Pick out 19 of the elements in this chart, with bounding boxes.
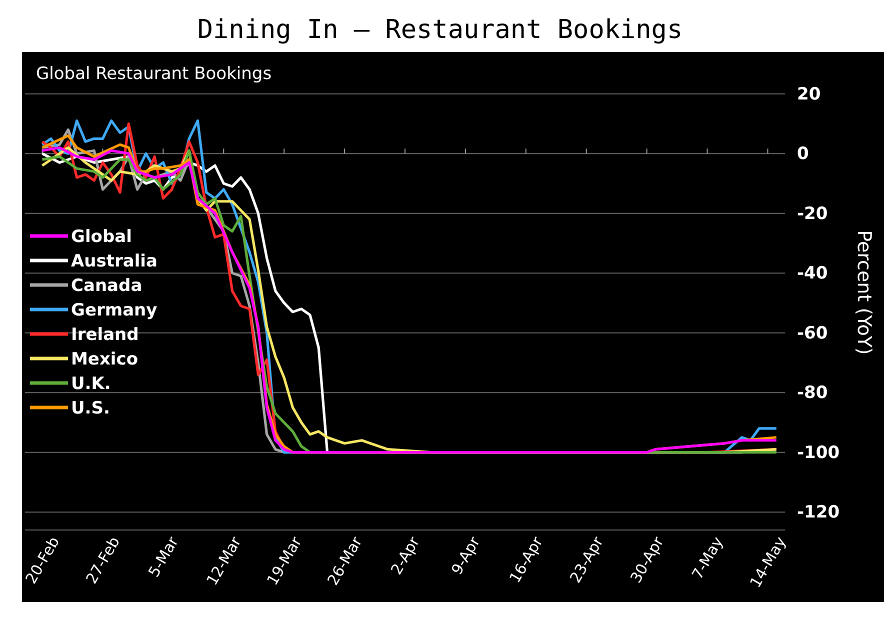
y-tick-label: 20 (797, 84, 821, 104)
y-tick-label: -20 (797, 204, 828, 224)
legend-label: Canada (71, 276, 142, 296)
legend-label: Mexico (71, 349, 138, 370)
y-tick-label: -40 (797, 264, 828, 284)
y-tick-label: 0 (797, 144, 809, 164)
y-tick-label: -100 (797, 442, 840, 463)
y-tick-label: -120 (797, 502, 840, 523)
chart-title: Dining In – Restaurant Bookings (197, 15, 683, 45)
legend-label: U.S. (71, 398, 110, 418)
legend-label: Australia (71, 251, 158, 272)
y-axis-title: Percent (YoY) (853, 230, 875, 355)
legend-label: Ireland (71, 324, 139, 345)
y-tick-label: -60 (797, 323, 828, 344)
legend-label: Global (71, 226, 132, 247)
legend-label: U.K. (71, 374, 111, 394)
text: Global Restaurant Bookings (36, 64, 272, 84)
legend-label: Germany (71, 300, 158, 320)
y-tick-label: -80 (797, 383, 828, 404)
